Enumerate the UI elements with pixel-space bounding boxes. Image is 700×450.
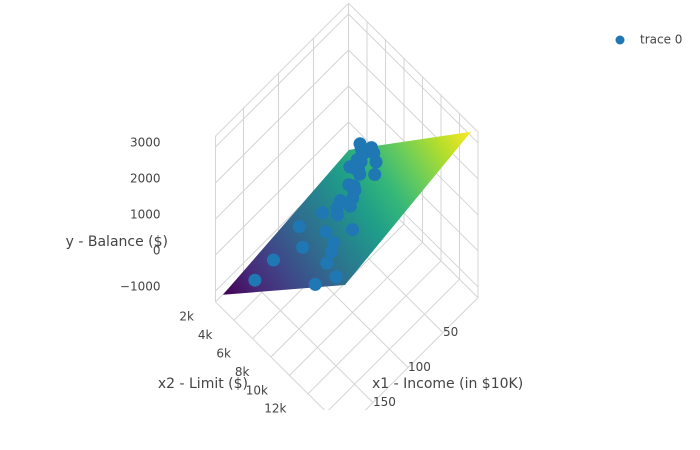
scatter-point bbox=[353, 137, 367, 151]
legend-marker bbox=[615, 35, 625, 45]
grid-line bbox=[215, 49, 349, 184]
x2-axis-title: x2 - Limit ($) bbox=[158, 376, 248, 392]
grid-line bbox=[243, 273, 374, 403]
grid-line bbox=[215, 121, 349, 256]
scatter-point bbox=[343, 199, 357, 213]
x2-tick-label: 12k bbox=[264, 402, 286, 416]
scatter-point bbox=[346, 223, 359, 237]
scatter-point bbox=[369, 155, 383, 169]
y-tick-label: 2000 bbox=[130, 172, 161, 186]
legend-label: trace 0 bbox=[640, 33, 682, 47]
y-tick-label: 1000 bbox=[130, 208, 161, 222]
scatter-point bbox=[343, 160, 357, 174]
grid-line bbox=[215, 85, 349, 220]
regression-surface bbox=[222, 131, 471, 295]
x2-tick-label: 2k bbox=[179, 310, 194, 324]
scatter-point bbox=[296, 240, 310, 254]
scatter-point bbox=[319, 225, 333, 239]
scene bbox=[215, 2, 479, 410]
grid-line bbox=[348, 49, 479, 180]
y-tick-label: −1000 bbox=[120, 280, 161, 294]
scatter-point bbox=[329, 270, 343, 284]
box-edge bbox=[348, 2, 479, 133]
scatter-point bbox=[248, 273, 262, 287]
scatter-point bbox=[353, 167, 367, 181]
grid-line bbox=[270, 223, 405, 358]
scatter-point bbox=[331, 208, 344, 222]
y-tick-label: 0 bbox=[153, 244, 161, 258]
x2-tick-label: 10k bbox=[246, 383, 268, 397]
scatter-point bbox=[308, 277, 322, 291]
x1-axis-title: x1 - Income (in $10K) bbox=[372, 376, 523, 392]
box-edge bbox=[215, 2, 349, 137]
x1-tick-label: 150 bbox=[373, 395, 396, 409]
scatter-point bbox=[320, 256, 334, 270]
grid-line bbox=[289, 242, 423, 376]
x2-tick-label: 4k bbox=[198, 328, 213, 342]
legend[interactable]: trace 0 bbox=[615, 33, 683, 47]
x2-tick-label: 6k bbox=[216, 347, 231, 361]
grid-line bbox=[215, 13, 349, 148]
scatter-point bbox=[292, 220, 306, 234]
y-tick-label: 3000 bbox=[130, 136, 161, 150]
grid-line bbox=[348, 13, 479, 144]
scatter-point bbox=[368, 168, 382, 181]
grid-line bbox=[307, 260, 442, 395]
scatter-point bbox=[327, 236, 341, 250]
x2-tick-label: 8k bbox=[235, 365, 250, 379]
box-edge bbox=[215, 301, 325, 410]
scatter-point bbox=[267, 253, 280, 267]
box-edge bbox=[364, 297, 479, 410]
scatter-point bbox=[316, 206, 329, 220]
grid-line bbox=[327, 278, 460, 410]
y-axis-title: y - Balance ($) bbox=[66, 234, 168, 250]
x1-tick-label: 50 bbox=[443, 325, 458, 339]
x1-tick-label: 100 bbox=[408, 360, 431, 374]
